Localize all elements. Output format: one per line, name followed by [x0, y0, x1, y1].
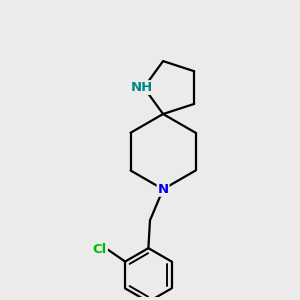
Text: Cl: Cl	[93, 243, 107, 256]
Text: NH: NH	[131, 81, 153, 94]
Text: N: N	[158, 183, 169, 196]
